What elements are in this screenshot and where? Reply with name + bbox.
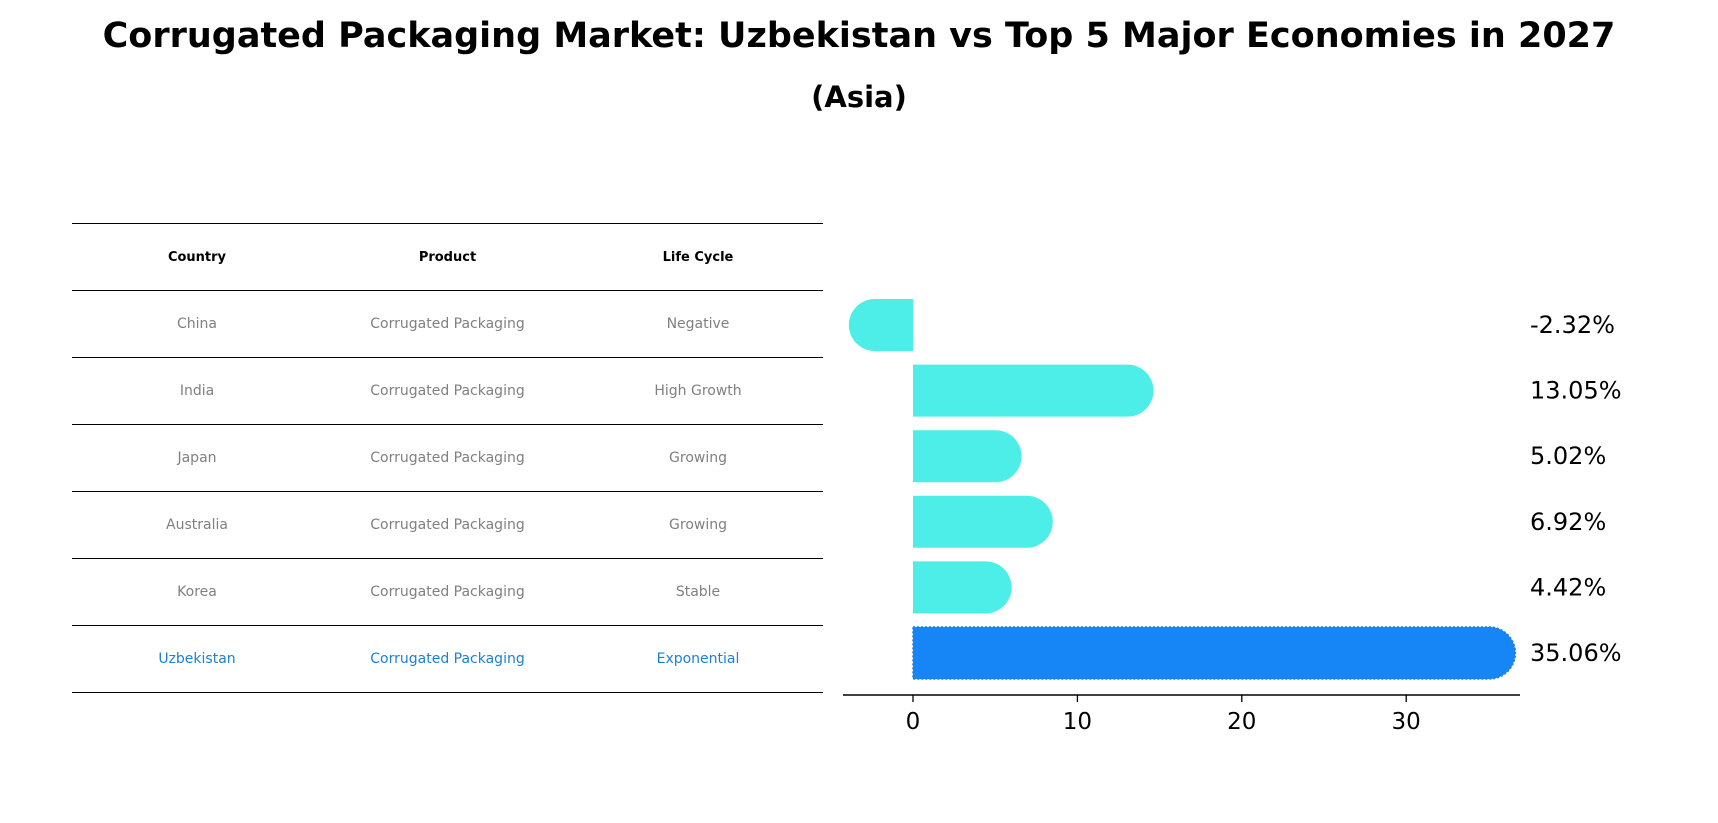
table-row: Australia Corrugated Packaging Growing xyxy=(72,491,823,559)
cell-life-cycle: Negative xyxy=(573,290,823,358)
bar-australia xyxy=(913,495,1053,548)
cell-country: Korea xyxy=(72,558,322,626)
chart-title: Corrugated Packaging Market: Uzbekistan … xyxy=(102,16,1616,56)
cell-life-cycle: Growing xyxy=(573,491,823,559)
header-product: Product xyxy=(322,223,573,291)
value-label: -2.32% xyxy=(1530,311,1615,339)
table-row: Japan Corrugated Packaging Growing xyxy=(72,424,823,492)
cell-life-cycle: Growing xyxy=(573,424,823,492)
table-row: Korea Corrugated Packaging Stable xyxy=(72,558,823,626)
cell-life-cycle: Exponential xyxy=(573,625,823,693)
cell-product: Corrugated Packaging xyxy=(322,625,573,693)
x-tick-label: 0 xyxy=(906,709,921,735)
value-label: 13.05% xyxy=(1530,377,1622,405)
cell-country: India xyxy=(72,357,322,425)
cell-product: Corrugated Packaging xyxy=(322,290,573,358)
table-row: China Corrugated Packaging Negative xyxy=(72,290,823,358)
header-life-cycle: Life Cycle xyxy=(573,223,823,291)
x-tick-label: 30 xyxy=(1392,709,1421,735)
cell-country: Japan xyxy=(72,424,322,492)
header-country: Country xyxy=(72,223,322,291)
cell-country: China xyxy=(72,290,322,358)
cell-product: Corrugated Packaging xyxy=(322,357,573,425)
bar-korea xyxy=(913,561,1012,614)
value-label: 4.42% xyxy=(1530,573,1606,601)
x-tick-label: 20 xyxy=(1227,709,1256,735)
bar-china xyxy=(848,299,913,351)
bar-japan xyxy=(913,430,1022,483)
value-label: 35.06% xyxy=(1530,639,1622,667)
table-row-highlight: Uzbekistan Corrugated Packaging Exponent… xyxy=(72,625,823,693)
cell-country: Australia xyxy=(72,491,322,559)
bar-india xyxy=(913,364,1154,417)
market-table: Country Product Life Cycle China Corruga… xyxy=(72,223,823,693)
value-label: 5.02% xyxy=(1530,442,1606,470)
cell-life-cycle: Stable xyxy=(573,558,823,626)
chart-subtitle: (Asia) xyxy=(811,80,907,114)
cell-product: Corrugated Packaging xyxy=(322,491,573,559)
table-row: India Corrugated Packaging High Growth xyxy=(72,357,823,425)
bar-uzbekistan xyxy=(912,626,1517,680)
table-header-row: Country Product Life Cycle xyxy=(72,223,823,291)
value-label: 6.92% xyxy=(1530,508,1606,536)
cell-life-cycle: High Growth xyxy=(573,357,823,425)
x-tick-label: 10 xyxy=(1063,709,1092,735)
cell-country: Uzbekistan xyxy=(72,625,322,693)
cell-product: Corrugated Packaging xyxy=(322,424,573,492)
